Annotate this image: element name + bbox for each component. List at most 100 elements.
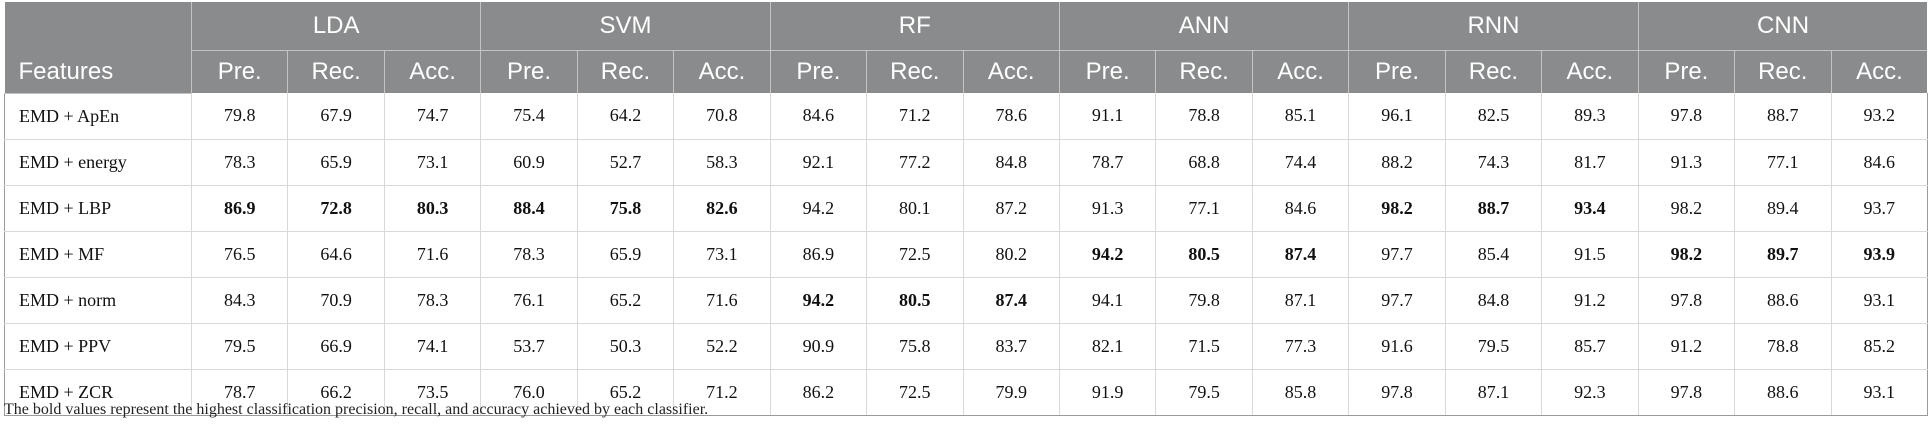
value-cell: 91.9: [1058, 369, 1156, 416]
value-cell: 84.3: [190, 277, 288, 324]
value-cell: 94.2: [769, 277, 867, 324]
value-cell: 97.8: [1637, 93, 1735, 140]
value-cell: 80.3: [383, 185, 481, 232]
value-cell: 74.7: [383, 93, 481, 140]
metric-header: Pre.: [1637, 50, 1735, 93]
value-cell: 88.7: [1734, 93, 1831, 140]
metric-header: Rec.: [287, 50, 385, 93]
value-cell: 60.9: [480, 139, 578, 186]
value-cell: 67.9: [287, 93, 385, 140]
value-cell: 89.7: [1734, 231, 1831, 278]
value-cell: 78.8: [1734, 323, 1831, 370]
metric-header: Acc.: [383, 50, 481, 93]
value-cell: 65.9: [576, 231, 674, 278]
value-cell: 91.2: [1637, 323, 1735, 370]
value-cell: 88.6: [1734, 369, 1831, 416]
metric-header: Acc.: [962, 50, 1060, 93]
feature-cell: EMD + norm: [4, 277, 192, 324]
value-cell: 93.7: [1830, 185, 1928, 232]
value-cell: 70.8: [673, 93, 771, 140]
value-cell: 65.2: [576, 277, 674, 324]
value-cell: 82.1: [1058, 323, 1156, 370]
value-cell: 64.6: [287, 231, 385, 278]
value-cell: 92.3: [1541, 369, 1639, 416]
classifier-header: LDA: [190, 2, 481, 51]
metric-header: Acc.: [673, 50, 771, 93]
features-header: Features: [4, 2, 192, 94]
value-cell: 75.4: [480, 93, 578, 140]
value-cell: 94.2: [769, 185, 867, 232]
value-cell: 85.4: [1444, 231, 1542, 278]
value-cell: 78.8: [1155, 93, 1253, 140]
value-cell: 78.3: [190, 139, 288, 186]
value-cell: 84.8: [1444, 277, 1542, 324]
value-cell: 72.5: [866, 231, 964, 278]
value-cell: 92.1: [769, 139, 867, 186]
value-cell: 76.5: [190, 231, 288, 278]
value-cell: 82.6: [673, 185, 771, 232]
value-cell: 97.8: [1637, 277, 1735, 324]
classifier-header: CNN: [1637, 2, 1928, 51]
metric-header: Rec.: [866, 50, 964, 93]
table-row: EMD + MF 76.5 64.6 71.6 78.3 65.9 73.1 86.9 72.5…: [4, 231, 1928, 278]
value-cell: 93.2: [1830, 93, 1928, 140]
value-cell: 86.9: [769, 231, 867, 278]
value-cell: 82.5: [1444, 93, 1542, 140]
value-cell: 65.2: [576, 369, 674, 416]
value-cell: 97.8: [1637, 369, 1735, 416]
feature-cell: EMD + ApEn: [4, 93, 192, 140]
metric-header: Acc.: [1541, 50, 1639, 93]
value-cell: 80.5: [1155, 231, 1253, 278]
value-cell: 73.1: [383, 139, 481, 186]
value-cell: 70.9: [287, 277, 385, 324]
table-footnote: The bold values represent the highest cl…: [4, 401, 709, 418]
metric-header: Pre.: [1058, 50, 1156, 93]
value-cell: 50.3: [576, 323, 674, 370]
value-cell: 93.1: [1830, 277, 1928, 324]
classifier-header-row: Features LDA SVM RF ANN RNN CNN: [4, 2, 1928, 94]
table-row: EMD + LBP 86.9 72.8 80.3 88.4 75.8 82.6 94.2 80.…: [4, 185, 1928, 232]
value-cell: 93.1: [1830, 369, 1928, 416]
value-cell: 87.1: [1251, 277, 1349, 324]
value-cell: 90.9: [769, 323, 867, 370]
value-cell: 75.8: [866, 323, 964, 370]
value-cell: 85.8: [1251, 369, 1349, 416]
value-cell: 91.3: [1637, 139, 1735, 186]
value-cell: 79.8: [1155, 277, 1253, 324]
value-cell: 79.5: [190, 323, 288, 370]
metric-header: Rec.: [576, 50, 674, 93]
value-cell: 84.8: [962, 139, 1060, 186]
value-cell: 87.4: [1251, 231, 1349, 278]
value-cell: 71.2: [673, 369, 771, 416]
classifier-header: SVM: [480, 2, 771, 51]
value-cell: 52.7: [576, 139, 674, 186]
metric-header: Pre.: [769, 50, 867, 93]
metric-header: Rec.: [1155, 50, 1253, 93]
value-cell: 76.1: [480, 277, 578, 324]
value-cell: 53.7: [480, 323, 578, 370]
value-cell: 91.3: [1058, 185, 1156, 232]
table-row: EMD + ZCR 78.7 66.2 73.5 76.0 65.2 71.2 86.2 72.…: [4, 369, 1928, 416]
metric-header: Pre.: [190, 50, 288, 93]
value-cell: 85.2: [1830, 323, 1928, 370]
value-cell: 86.2: [769, 369, 867, 416]
value-cell: 72.5: [866, 369, 964, 416]
value-cell: 78.3: [480, 231, 578, 278]
metric-header: Pre.: [480, 50, 578, 93]
value-cell: 64.2: [576, 93, 674, 140]
value-cell: 76.0: [480, 369, 578, 416]
value-cell: 87.1: [1444, 369, 1542, 416]
metric-header: Rec.: [1444, 50, 1542, 93]
value-cell: 86.9: [190, 185, 288, 232]
value-cell: 79.8: [190, 93, 288, 140]
value-cell: 68.8: [1155, 139, 1253, 186]
value-cell: 73.1: [673, 231, 771, 278]
value-cell: 77.3: [1251, 323, 1349, 370]
value-cell: 74.4: [1251, 139, 1349, 186]
value-cell: 65.9: [287, 139, 385, 186]
value-cell: 88.6: [1734, 277, 1831, 324]
value-cell: 78.7: [190, 369, 288, 416]
value-cell: 89.3: [1541, 93, 1639, 140]
results-table: Features LDA SVM RF ANN RNN CNN Pre. Rec.…: [4, 2, 1928, 416]
value-cell: 93.4: [1541, 185, 1639, 232]
